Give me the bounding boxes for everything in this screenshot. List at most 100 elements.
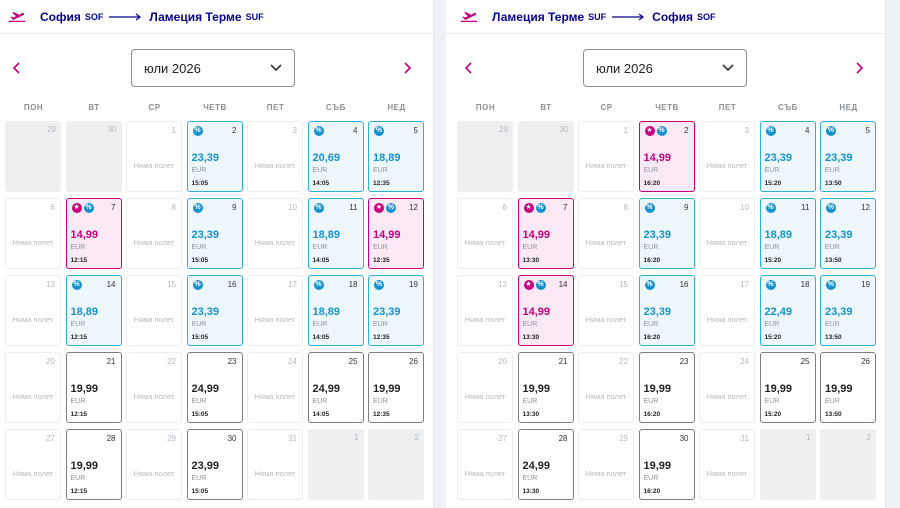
day-cell[interactable]: 4% 23,39 EUR 15:20 — [759, 121, 816, 192]
day-number: 17 — [740, 280, 749, 289]
day-cell: 15 Няма полет — [578, 275, 634, 346]
fare-currency: EUR — [373, 244, 388, 251]
day-cell[interactable]: 2 ★% 14,99 EUR 16:20 — [638, 121, 695, 192]
day-number: 19 — [861, 280, 870, 289]
fare-currency: EUR — [373, 398, 388, 405]
departure-time: 12:35 — [373, 257, 390, 264]
month-select[interactable]: юли 2026 — [583, 49, 747, 87]
day-number: 5 — [865, 126, 870, 135]
day-cell: 10 Няма полет — [247, 198, 303, 269]
day-cell[interactable]: 4% 20,69 EUR 14:05 — [307, 121, 364, 192]
percent-icon: % — [765, 126, 776, 136]
day-cell[interactable]: 23 24,99 EUR 15:05 — [186, 352, 243, 423]
departure-time: 13:50 — [825, 257, 842, 264]
day-cell: 31 Няма полет — [699, 429, 755, 500]
day-cell: 1 — [759, 429, 816, 500]
day-cell[interactable]: 26 19,99 EUR 13:50 — [820, 352, 876, 423]
departure-time: 15:05 — [191, 488, 209, 495]
month-select[interactable]: юли 2026 — [131, 49, 295, 87]
day-cell[interactable]: 18% 22,49 EUR 15:20 — [759, 275, 816, 346]
percent-icon: % — [826, 280, 836, 290]
fare-currency: EUR — [312, 167, 328, 174]
day-cell[interactable]: 21 19,99 EUR 13:30 — [517, 352, 574, 423]
no-flight-label: Няма полет — [464, 238, 506, 247]
day-number: 1 — [623, 126, 628, 135]
no-flight-label: Няма полет — [464, 392, 506, 401]
departure-time: 15:05 — [191, 411, 209, 418]
day-cell[interactable]: 18% 18,89 EUR 14:05 — [307, 275, 364, 346]
day-cell[interactable]: 23 19,99 EUR 16:20 — [638, 352, 695, 423]
departure-time: 12:15 — [70, 411, 88, 418]
day-cell[interactable]: 21 19,99 EUR 12:15 — [65, 352, 122, 423]
day-number: 30 — [107, 125, 117, 134]
day-cell[interactable]: 19% 23,39 EUR 12:35 — [368, 275, 424, 346]
no-flight-label: Няма полет — [133, 392, 175, 401]
badge-group: % — [765, 203, 776, 213]
day-cell: 22 Няма полет — [126, 352, 182, 423]
departure-time: 15:05 — [191, 180, 209, 187]
day-cell[interactable]: 30 19,99 EUR 16:20 — [638, 429, 695, 500]
fare-price: 23,39 — [643, 306, 672, 318]
day-cell[interactable]: 11% 18,89 EUR 15:20 — [759, 198, 816, 269]
month-select-value: юли 2026 — [144, 60, 201, 76]
day-cell[interactable]: 5% 18,89 EUR 12:35 — [368, 121, 424, 192]
day-cell[interactable]: 25 24,99 EUR 14:05 — [307, 352, 364, 423]
no-flight-label: Няма полет — [585, 392, 627, 401]
departure-time: 12:35 — [373, 411, 390, 418]
fare-currency: EUR — [70, 321, 86, 328]
day-cell[interactable]: 19% 23,39 EUR 13:50 — [820, 275, 876, 346]
departure-time: 13:50 — [825, 334, 842, 341]
fare-currency: EUR — [191, 475, 207, 482]
day-cell[interactable]: 14 ★% 14,99 EUR 13:30 — [517, 275, 574, 346]
day-cell[interactable]: 25 19,99 EUR 15:20 — [759, 352, 816, 423]
day-cell[interactable]: 30 23,99 EUR 15:05 — [186, 429, 243, 500]
badge-group: ★% — [523, 280, 546, 290]
chevron-down-icon — [270, 64, 282, 72]
chevron-right-icon[interactable] — [400, 61, 414, 75]
departure-time: 14:05 — [312, 180, 330, 187]
fare-price: 24,99 — [522, 460, 551, 472]
day-cell[interactable]: 11% 18,89 EUR 14:05 — [307, 198, 364, 269]
fare-price: 18,89 — [312, 229, 341, 241]
day-cell[interactable]: 2% 23,39 EUR 15:05 — [186, 121, 243, 192]
no-flight-label: Няма полет — [254, 469, 296, 478]
day-cell[interactable]: 14% 18,89 EUR 12:15 — [65, 275, 122, 346]
no-flight-label: Няма полет — [706, 161, 748, 170]
day-cell[interactable]: 5% 23,39 EUR 13:50 — [820, 121, 876, 192]
day-cell[interactable]: 16% 23,39 EUR 16:20 — [638, 275, 695, 346]
weekday-label: ВТ — [88, 103, 100, 112]
day-cell[interactable]: 12 ★% 14,99 EUR 12:35 — [368, 198, 424, 269]
fare-currency: EUR — [191, 398, 207, 405]
day-cell[interactable]: 9% 23,39 EUR 15:05 — [186, 198, 243, 269]
day-cell[interactable]: 26 19,99 EUR 12:35 — [368, 352, 424, 423]
day-cell[interactable]: 7 ★% 14,99 EUR 12:15 — [65, 198, 122, 269]
day-cell: 2 — [368, 429, 424, 500]
day-cell: 1 — [307, 429, 364, 500]
chevron-left-icon[interactable] — [462, 61, 476, 75]
calendar-grid: 29 30 1 Няма полет 2 ★% 14,99 EUR 16:20 3 Няма пол… — [446, 121, 885, 508]
route-header: Ламеция Терме SUF София SOF — [446, 0, 885, 34]
day-cell[interactable]: 9% 23,39 EUR 16:20 — [638, 198, 695, 269]
day-cell: 29 — [457, 121, 513, 192]
day-number: 4 — [805, 126, 810, 135]
day-cell[interactable]: 7 ★% 14,99 EUR 13:30 — [517, 198, 574, 269]
chevron-right-icon[interactable] — [852, 61, 866, 75]
day-cell[interactable]: 28 24,99 EUR 13:30 — [517, 429, 574, 500]
no-flight-label: Няма полет — [12, 469, 54, 478]
day-cell: 22 Няма полет — [578, 352, 634, 423]
percent-icon: % — [765, 203, 776, 213]
fare-price: 19,99 — [522, 383, 551, 395]
no-flight-label: Няма полет — [133, 315, 175, 324]
day-cell: 10 Няма полет — [699, 198, 755, 269]
day-cell[interactable]: 12% 23,39 EUR 13:50 — [820, 198, 876, 269]
fare-currency: EUR — [764, 244, 780, 251]
day-cell[interactable]: 16% 23,39 EUR 15:05 — [186, 275, 243, 346]
day-number: 26 — [861, 357, 870, 366]
badge-group: ★% — [523, 203, 546, 213]
day-cell[interactable]: 28 19,99 EUR 12:15 — [65, 429, 122, 500]
day-number: 2 — [414, 433, 419, 442]
day-cell: 30 — [517, 121, 574, 192]
chevron-left-icon[interactable] — [10, 61, 24, 75]
fare-price: 14,99 — [373, 229, 401, 241]
badge-group: % — [192, 126, 203, 136]
